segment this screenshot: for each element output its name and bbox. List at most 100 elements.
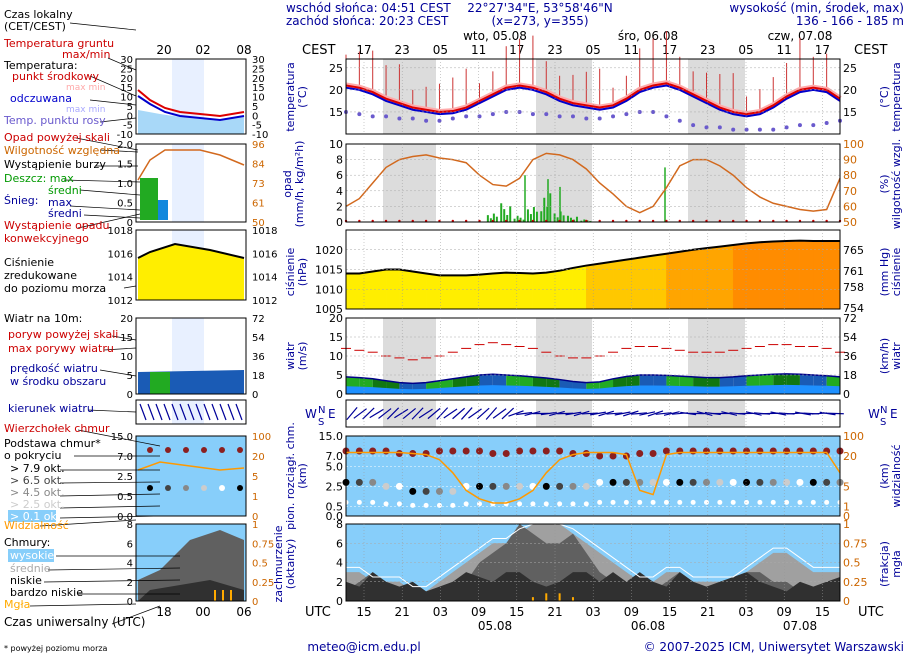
- legend-punkt-srodkowy: punkt środkowy: [12, 70, 100, 83]
- top-hour-label: 23: [547, 43, 562, 57]
- dewpoint-dot: [678, 119, 682, 123]
- legend-cloud-top-dot: [219, 447, 225, 453]
- legend-cloud-base-dot: [219, 485, 225, 491]
- legend-snieg: Śnieg:: [4, 194, 38, 207]
- ytick-right-fog: 0.5: [843, 557, 861, 570]
- ytick-right-fog: 0: [843, 595, 850, 608]
- cloud-top-dot: [596, 453, 603, 460]
- dewpoint-dot: [664, 114, 668, 118]
- legend-cloud-base-dot: [237, 485, 243, 491]
- ytick-right-humidity: 80: [843, 169, 857, 182]
- axis-vis-title: widzialność: [890, 444, 903, 507]
- legend-ytick-right: 5: [252, 472, 258, 483]
- pressure-fill-segment: [760, 241, 773, 309]
- axis-rain-unit: (mm/h, kg/m²h): [293, 141, 306, 228]
- dewpoint-dot: [437, 119, 441, 123]
- pressure-fill-segment: [720, 245, 733, 309]
- cloud-base-dot: [770, 479, 777, 486]
- ytick-left: 8: [336, 518, 343, 531]
- legend-ytick-left: 1012: [108, 296, 133, 307]
- axis-wind-unit: (m/s): [296, 342, 309, 371]
- pressure-fill-segment: [506, 273, 519, 309]
- cloud-base-dot: [823, 479, 830, 486]
- ytick-left: 0: [336, 388, 343, 401]
- cloud-top-dot: [796, 448, 803, 455]
- cloud-base-dot: [383, 483, 390, 490]
- wind-direction-arrow: [828, 413, 844, 414]
- pressure-fill-segment: [533, 273, 546, 309]
- legend-fog-bar: [214, 590, 216, 601]
- pressure-fill-segment: [560, 268, 573, 309]
- legend-ytick-right: 1014: [252, 273, 277, 284]
- ytick-right-humidity: 70: [843, 185, 857, 198]
- legend-leader-line-30: [30, 604, 136, 606]
- ytick-right: 25: [843, 62, 857, 75]
- legend-cloud-base-dot: [183, 485, 189, 491]
- dewpoint-dot: [825, 121, 829, 125]
- bottom-hour-label: 21: [700, 605, 715, 619]
- compass-e-left: E: [328, 407, 336, 421]
- rain-bar: [496, 217, 498, 222]
- pressure-fill-segment: [653, 254, 666, 309]
- dewpoint-dot: [691, 123, 695, 127]
- height-label: wysokość (min, środek, max): [729, 1, 904, 15]
- cloud-base-low-dot: [437, 503, 442, 508]
- ytick-left: 25: [329, 62, 343, 75]
- legend-ytick-left: 2.5: [117, 472, 133, 483]
- cloud-base-low-dot: [824, 500, 829, 505]
- ytick-left: 8: [336, 154, 343, 167]
- day-label-1: wto, 05.08: [463, 29, 527, 43]
- ytick-right-kmh: 36: [843, 350, 857, 363]
- legend-bottom-hour: 00: [195, 605, 210, 619]
- top-hour-label: 05: [586, 43, 601, 57]
- ytick-right-vis: 20: [843, 450, 857, 463]
- dewpoint-dot: [731, 128, 735, 132]
- dewpoint-dot: [411, 117, 415, 121]
- bottom-hour-label: 09: [624, 605, 639, 619]
- ytick-right-humidity: 90: [843, 154, 857, 167]
- rain-bar: [557, 217, 559, 222]
- bottom-hour-label: 09: [471, 605, 486, 619]
- dewpoint-dot: [598, 117, 602, 121]
- legend-do-poziomu: do poziomu morza: [4, 282, 106, 295]
- bottom-hour-label: 15: [356, 605, 371, 619]
- cloud-base-low-dot: [584, 501, 589, 506]
- dewpoint-dot: [624, 112, 628, 116]
- cloud-base-low-dot: [477, 501, 482, 506]
- tz-top-right: CEST: [854, 43, 888, 58]
- legend-ytick-left: 0: [127, 390, 133, 401]
- top-hour-label: 11: [777, 43, 792, 57]
- cloud-base-low-dot: [691, 500, 696, 505]
- cloud-base-low-dot: [424, 503, 429, 508]
- legend-top-hour: 02: [195, 43, 210, 57]
- dewpoint-dot: [558, 114, 562, 118]
- dewpoint-dot: [384, 114, 388, 118]
- cloud-base-low-dot: [384, 501, 389, 506]
- legend-ytick-right: 0: [252, 390, 258, 401]
- pressure-fill-segment: [346, 273, 359, 309]
- footer-email[interactable]: meteo@icm.edu.pl: [307, 640, 420, 654]
- legend-burza: Wystąpienie burzy: [4, 158, 106, 171]
- cloud-base-dot: [716, 479, 723, 486]
- legend-ytick-right: 20: [252, 452, 265, 463]
- pressure-fill-segment: [546, 271, 559, 309]
- rain-bar: [567, 216, 569, 222]
- ytick-right-humidity: 50: [843, 216, 857, 229]
- cloud-top-dot: [770, 448, 777, 455]
- legend-ytick-left: 4: [127, 559, 133, 570]
- cloud-base-dot: [516, 483, 523, 490]
- dewpoint-dot: [531, 112, 535, 116]
- legend-leader-line-13: [124, 286, 136, 288]
- bottom-hour-label: 03: [738, 605, 753, 619]
- cloud-base-dot: [356, 479, 363, 486]
- legend-wysokie: wysokie: [10, 549, 54, 562]
- cloud-base-low-dot: [757, 500, 762, 505]
- ytick-left: 0: [336, 595, 343, 608]
- legend-ytick-right: 73: [252, 179, 265, 190]
- cloud-base-dot: [810, 479, 817, 486]
- legend-ytick-right: 0.75: [252, 539, 274, 550]
- cloud-top-dot: [476, 448, 483, 455]
- cloud-base-dot: [409, 488, 416, 495]
- legend-ytick-right: 1: [252, 492, 258, 503]
